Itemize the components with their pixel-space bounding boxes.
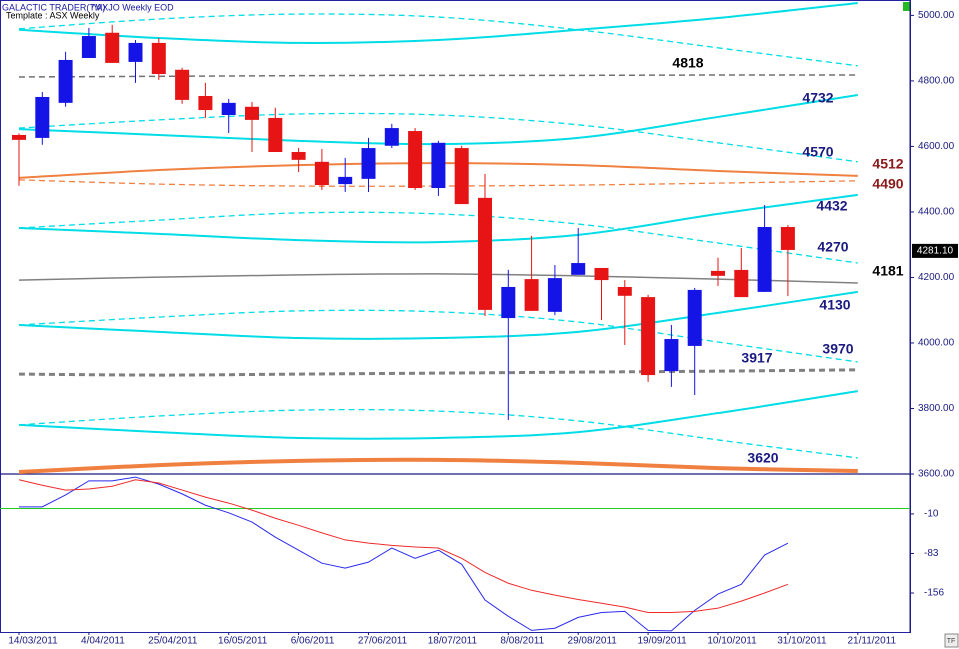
y-tick-label: 5000.00 xyxy=(918,10,955,21)
overlay-line xyxy=(18,1,858,44)
x-tick-label: 21/11/2011 xyxy=(848,636,897,647)
candle-body xyxy=(571,263,586,275)
candle-body xyxy=(245,106,259,120)
y-tick-label: 4200.00 xyxy=(918,272,955,283)
x-tick-label: 19/09/2011 xyxy=(637,636,687,647)
corner-marker xyxy=(903,2,910,11)
y-tick-label: 3600.00 xyxy=(918,469,955,480)
x-tick-label: 14/03/2011 xyxy=(8,636,58,647)
level-label: 4818 xyxy=(672,55,703,71)
candle-body xyxy=(617,286,632,296)
y-tick-label: -156 xyxy=(924,588,944,599)
candle-body xyxy=(384,128,399,146)
candle-body xyxy=(291,151,306,160)
level-label: 4732 xyxy=(802,90,833,106)
x-tick-label: 6/06/2011 xyxy=(291,636,335,647)
level-label: 4512 xyxy=(872,156,903,172)
candle-body xyxy=(757,227,772,292)
candle-body xyxy=(780,227,795,250)
candle-body xyxy=(198,95,213,111)
candle-body xyxy=(501,286,516,319)
symbol-title: ^AXJO Weekly EOD xyxy=(92,2,174,12)
candle-body xyxy=(408,131,423,189)
candle-body xyxy=(105,32,120,63)
level-label: 4181 xyxy=(872,263,903,279)
candle-body xyxy=(547,278,562,312)
candle-body xyxy=(81,36,96,58)
overlay-line xyxy=(18,193,858,244)
level-label: 3620 xyxy=(747,450,778,466)
candle-body xyxy=(711,270,725,276)
candle-body xyxy=(361,148,376,179)
candle-body xyxy=(687,289,702,346)
template-label: Template : ASX Weekly xyxy=(6,10,100,20)
y-tick-label: -10 xyxy=(924,509,939,520)
indicator-line xyxy=(19,476,789,632)
candle-body xyxy=(664,339,679,372)
level-label: 4432 xyxy=(816,198,847,214)
overlay-line xyxy=(18,390,858,440)
x-tick-label: 29/08/2011 xyxy=(568,636,618,647)
x-tick-label: 27/06/2011 xyxy=(358,636,408,647)
x-tick-label: 8/08/2011 xyxy=(500,636,544,647)
y-tick-label: 4600.00 xyxy=(918,141,955,152)
y-tick-label: 4000.00 xyxy=(918,338,955,349)
candle-body xyxy=(338,176,353,185)
y-tick-label: 4800.00 xyxy=(918,76,955,87)
x-tick-label: 31/10/2011 xyxy=(777,636,827,647)
level-label: 3970 xyxy=(822,341,853,357)
candle-body xyxy=(221,102,236,115)
x-tick-label: 16/05/2011 xyxy=(218,636,268,647)
level-label: 4490 xyxy=(872,176,903,192)
y-tick-label: 3800.00 xyxy=(918,403,955,414)
level-label: 4270 xyxy=(817,239,848,255)
x-tick-label: 25/04/2011 xyxy=(148,636,198,647)
overlay-line xyxy=(18,112,858,163)
candle-body xyxy=(151,42,166,75)
candle-body xyxy=(734,269,749,298)
y-tick-label: 4400.00 xyxy=(918,207,955,218)
candle-body xyxy=(454,148,469,205)
level-label: 3917 xyxy=(741,350,772,366)
price-tag xyxy=(912,243,958,258)
tf-label: TF xyxy=(947,638,956,645)
overlay-line xyxy=(18,408,858,459)
overlay-line xyxy=(18,211,858,264)
level-label: 4570 xyxy=(802,144,833,160)
candle-body xyxy=(594,267,609,281)
price-tag-label: 4281.10 xyxy=(917,246,954,257)
indicator-line xyxy=(18,479,789,613)
tf-box xyxy=(944,633,959,648)
level-label: 4130 xyxy=(819,297,850,313)
candle-body xyxy=(314,161,329,186)
candle-body xyxy=(12,134,26,140)
candle-body xyxy=(431,142,446,189)
candle-body xyxy=(175,69,190,100)
x-tick-label: 18/07/2011 xyxy=(428,636,478,647)
overlay-line xyxy=(18,309,858,363)
candle-body xyxy=(268,117,283,152)
x-tick-label: 4/04/2011 xyxy=(81,636,125,647)
x-tick-label: 10/10/2011 xyxy=(707,636,757,647)
candle-body xyxy=(641,297,656,376)
candle-body xyxy=(58,59,73,103)
overlay-line xyxy=(18,13,858,67)
candle-body xyxy=(524,279,539,311)
candle-body xyxy=(478,197,492,310)
candle-body xyxy=(35,96,50,138)
app-title: GALACTIC TRADER(TM) xyxy=(2,2,105,12)
overlay-line xyxy=(18,290,858,340)
overlay-line xyxy=(18,457,858,475)
candle-body xyxy=(128,42,143,62)
y-tick-label: -83 xyxy=(924,548,939,559)
